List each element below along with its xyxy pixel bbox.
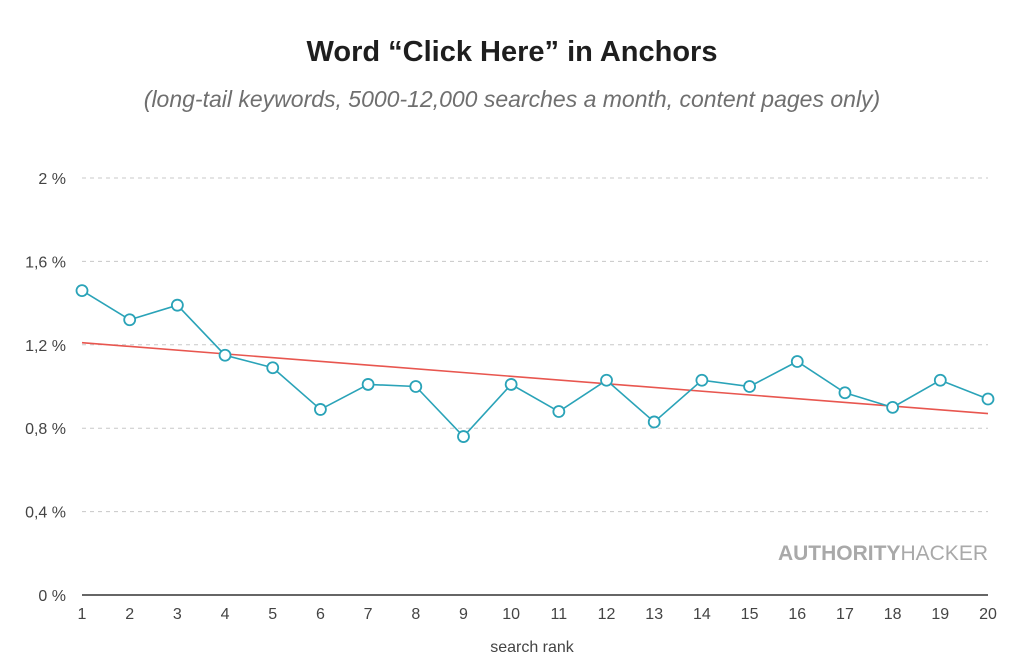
data-point bbox=[457, 430, 470, 443]
data-point bbox=[266, 361, 280, 375]
y-tick-label: 1,2 % bbox=[25, 338, 66, 355]
x-tick-label: 4 bbox=[221, 606, 230, 623]
x-tick-label: 15 bbox=[741, 606, 759, 623]
x-tick-label: 19 bbox=[931, 606, 949, 623]
x-tick-label: 13 bbox=[645, 606, 663, 623]
data-point bbox=[123, 313, 137, 327]
series-layer bbox=[75, 284, 995, 443]
x-tick-label: 12 bbox=[598, 606, 616, 623]
x-tick-label: 18 bbox=[884, 606, 902, 623]
x-tick-label: 9 bbox=[459, 606, 468, 623]
data-point bbox=[170, 298, 184, 312]
data-point bbox=[75, 284, 89, 297]
x-tick-label: 1 bbox=[78, 606, 87, 623]
x-axis-label: search rank bbox=[490, 639, 575, 656]
y-tick-label: 2 % bbox=[38, 171, 66, 188]
data-point bbox=[933, 373, 947, 387]
axis-layer: 0 %0,4 %0,8 %1,2 %1,6 %2 %1 2 3 4 5 6 7 8 9 10 11 1… bbox=[25, 171, 997, 623]
trend-layer bbox=[81, 341, 989, 415]
data-point bbox=[695, 373, 709, 387]
x-tick-label: 17 bbox=[836, 606, 854, 623]
y-tick-label: 0,8 % bbox=[25, 421, 66, 438]
x-tick-label: 10 bbox=[502, 606, 520, 623]
watermark-text: AUTHORITYHACKER bbox=[778, 542, 988, 565]
watermark: AUTHORITYHACKER bbox=[778, 542, 988, 565]
data-point bbox=[743, 380, 756, 393]
data-point bbox=[790, 355, 804, 368]
data-point bbox=[218, 348, 232, 362]
y-tick-label: 0,4 % bbox=[25, 505, 66, 522]
x-tick-label: 20 bbox=[979, 606, 997, 623]
grid-layer bbox=[82, 177, 988, 513]
data-point bbox=[886, 400, 900, 414]
y-tick-label: 1,6 % bbox=[25, 254, 66, 271]
chart-title: Word “Click Here” in Anchors bbox=[306, 36, 718, 68]
x-tick-label: 5 bbox=[268, 606, 277, 623]
watermark-regular: HACKER bbox=[900, 542, 988, 565]
x-tick-label: 3 bbox=[173, 606, 182, 623]
x-tick-label: 8 bbox=[411, 606, 420, 623]
data-point bbox=[981, 392, 995, 406]
data-point bbox=[600, 373, 613, 387]
data-point bbox=[552, 405, 566, 418]
data-point bbox=[361, 378, 375, 391]
chart-subtitle: (long-tail keywords, 5000-12,000 searche… bbox=[143, 86, 881, 112]
trend-line bbox=[81, 341, 989, 415]
data-point bbox=[838, 386, 852, 400]
x-tick-label: 6 bbox=[316, 606, 325, 623]
data-point bbox=[409, 380, 423, 393]
watermark-bold: AUTHORITY bbox=[778, 542, 901, 565]
x-tick-label: 16 bbox=[788, 606, 806, 623]
x-tick-label: 7 bbox=[364, 606, 373, 623]
data-point bbox=[314, 403, 327, 416]
data-point bbox=[504, 378, 518, 391]
x-tick-label: 11 bbox=[551, 606, 568, 623]
series-line bbox=[81, 289, 989, 438]
x-tick-label: 2 bbox=[125, 606, 134, 623]
y-tick-label: 0 % bbox=[38, 588, 66, 605]
data-point bbox=[647, 415, 661, 429]
x-tick-label: 14 bbox=[693, 606, 711, 623]
